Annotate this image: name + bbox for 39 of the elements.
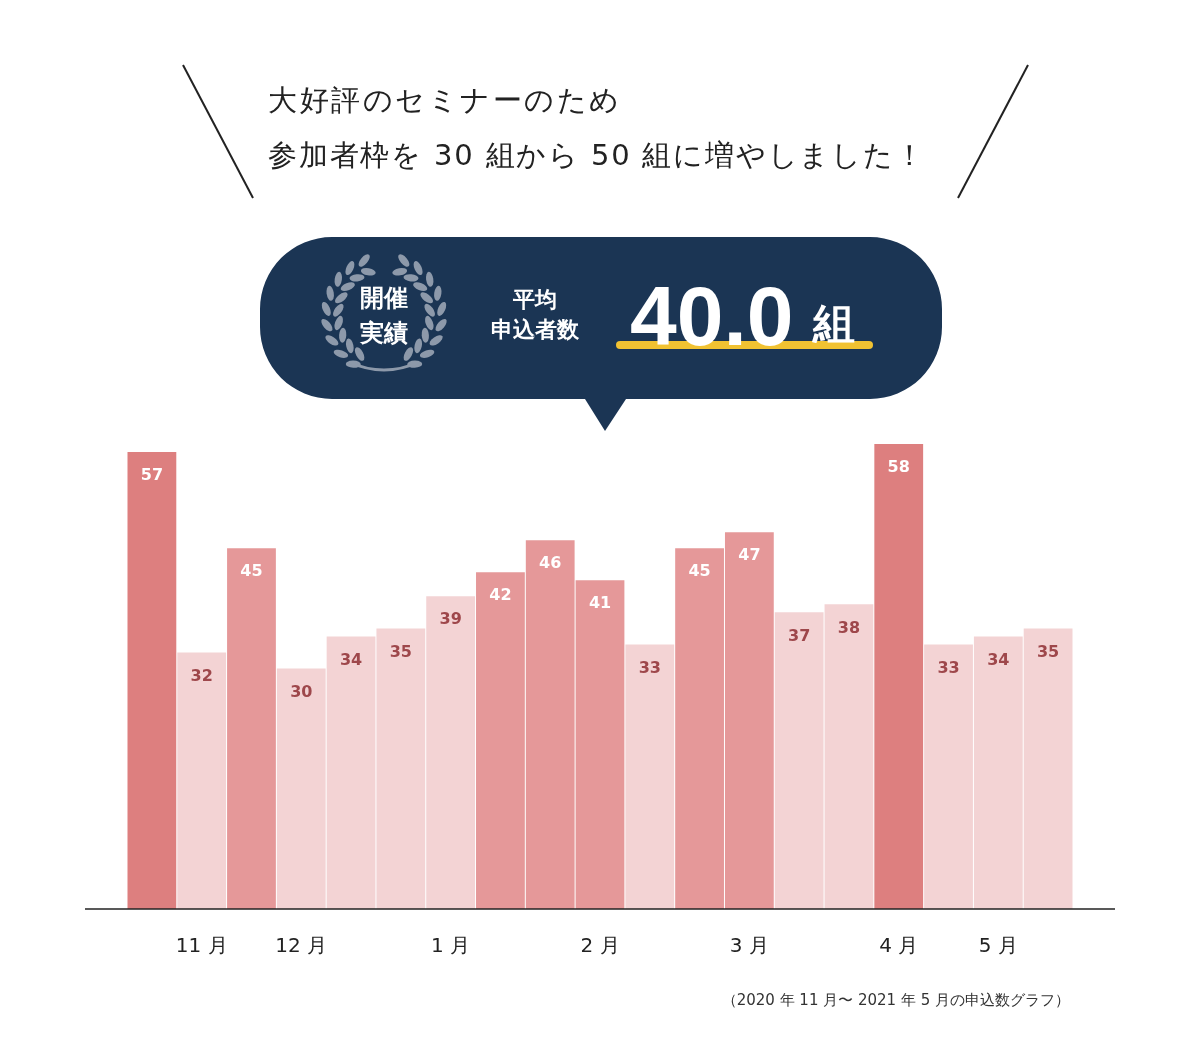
data-label: 32 xyxy=(190,665,213,685)
chart-title: 大好評のセミナーのため xyxy=(268,83,622,117)
data-label: 37 xyxy=(788,625,811,645)
bar xyxy=(177,652,227,909)
x-tick-label: 3 月 xyxy=(729,933,769,958)
text: 平均 xyxy=(512,286,558,314)
data-label: 30 xyxy=(290,681,313,701)
data-label: 45 xyxy=(688,561,711,581)
x-tick-label: 5 月 xyxy=(978,933,1018,958)
data-label: 33 xyxy=(937,657,960,677)
data-label: 35 xyxy=(1036,641,1060,661)
bar xyxy=(127,452,177,909)
bar xyxy=(625,644,675,909)
data-label: 58 xyxy=(887,457,910,477)
x-tick-label: 11 月 xyxy=(175,933,228,958)
chart-subtitle: 参加者枠を 30 組から 50 組に増やしました！ xyxy=(268,138,926,172)
text: （2020 年 11 月〜 2021 年 5 月の申込数グラフ） xyxy=(721,990,1070,1010)
x-tick-label: 1 月 xyxy=(431,933,471,958)
data-label: 42 xyxy=(489,585,512,605)
data-label: 39 xyxy=(439,609,462,629)
text: 申込者数 xyxy=(490,316,580,344)
data-label: 33 xyxy=(638,657,661,677)
data-label: 46 xyxy=(539,553,562,573)
data-label: 34 xyxy=(987,649,1010,669)
data-label: 45 xyxy=(240,561,263,581)
data-label: 57 xyxy=(140,465,164,485)
bar xyxy=(874,444,924,909)
data-label: 47 xyxy=(738,545,761,565)
x-tick-label: 2 月 xyxy=(580,933,620,958)
text: 開催実績 xyxy=(359,283,409,349)
x-tick-label: 4 月 xyxy=(879,933,919,958)
data-label: 35 xyxy=(389,641,412,661)
data-label: 41 xyxy=(588,593,612,613)
x-tick-label: 12 月 xyxy=(275,933,328,958)
text: 組 xyxy=(813,299,855,348)
text: 40.0 xyxy=(630,269,794,363)
data-label: 38 xyxy=(837,617,861,637)
data-label: 34 xyxy=(339,649,363,669)
bar xyxy=(227,548,276,909)
